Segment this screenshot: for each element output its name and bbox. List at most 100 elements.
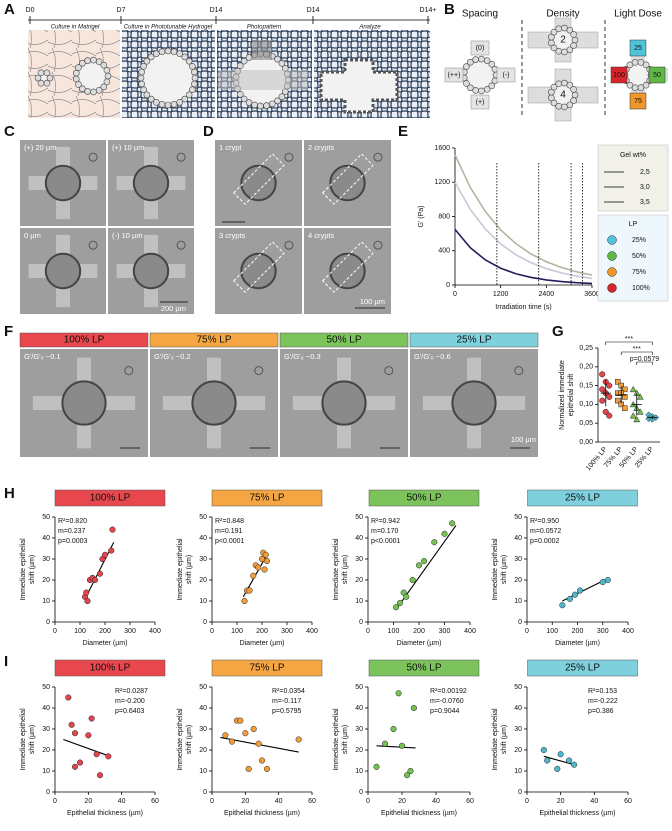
y-tick-label: 0 (359, 619, 363, 626)
legend-swatch (607, 235, 617, 245)
cell (176, 50, 184, 57)
chart-title: 25% LP (565, 493, 600, 504)
point (76, 759, 84, 766)
stat-label: m=-0.222 (588, 698, 618, 705)
y-axis-label: shift (µm) (342, 555, 349, 584)
point (105, 753, 112, 760)
point (96, 772, 104, 779)
stat-label: p=0.386 (588, 708, 614, 715)
x-tick-label: 40 (118, 798, 126, 805)
y-tick-label: 0 (46, 619, 50, 626)
stat-label: R²=0.0354 (272, 688, 305, 695)
cell (176, 99, 184, 106)
density-label: 4 (560, 90, 566, 101)
cell (550, 44, 558, 52)
y-tick-label: 0 (203, 789, 207, 796)
cell (570, 86, 577, 93)
cell (570, 97, 577, 104)
point (633, 415, 641, 423)
y-axis-label: Immediate epithelial (177, 708, 184, 771)
line-series (454, 154, 593, 276)
organoid (329, 252, 366, 290)
x-tick-label: 60 (308, 798, 316, 805)
legend-swatch (607, 267, 617, 277)
cell (555, 80, 563, 88)
x-axis-label: Diameter (µm) (555, 640, 600, 647)
y-tick-label: 1200 (434, 179, 450, 186)
point (373, 763, 380, 770)
y-tick-label: 40 (42, 705, 50, 712)
debris (88, 152, 98, 162)
stat-label: m=0.237 (58, 528, 86, 535)
organoid (61, 380, 107, 426)
cell (170, 48, 178, 55)
cell (245, 99, 253, 106)
point (222, 732, 229, 739)
point (606, 412, 613, 419)
panel-label: D (203, 123, 214, 140)
point (250, 572, 257, 579)
cell (189, 62, 196, 70)
spacing-box (444, 67, 464, 83)
y-tick-label: 10 (514, 768, 522, 775)
stat-label: m=-0.0760 (430, 698, 464, 705)
y-tick-label: 20 (355, 747, 363, 754)
stat-label: p=0.5795 (272, 708, 301, 715)
cell (274, 55, 281, 63)
legend-title: Gel wt% (620, 152, 646, 159)
point (571, 761, 578, 768)
point (108, 547, 115, 554)
point (606, 393, 613, 400)
step-label: Analyze (358, 25, 381, 31)
y-axis-label: shift (µm) (186, 555, 193, 584)
panel-label: A (4, 1, 15, 18)
x-tick-label: 0 (53, 628, 57, 635)
step-label: Culture in Phototunable Hydrogel (124, 25, 213, 31)
cell (274, 97, 281, 105)
cell (236, 62, 244, 70)
cell (95, 58, 103, 65)
pattern-outline (233, 153, 285, 205)
organoid (132, 252, 170, 290)
y-tick-label: 50 (199, 514, 207, 521)
sig-label: *** (633, 346, 641, 353)
cell (191, 80, 198, 88)
debris (124, 366, 134, 376)
y-tick-label: 0 (518, 789, 522, 796)
panel-label: C (4, 123, 15, 140)
point (84, 597, 91, 605)
point (71, 730, 79, 737)
light-beam (252, 40, 272, 60)
cell (181, 53, 189, 61)
cell (555, 102, 563, 110)
point (404, 772, 411, 779)
x-tick-label: 40 (590, 798, 598, 805)
legend-label: 3,5 (640, 199, 650, 206)
x-tick-label: 100 (388, 628, 400, 635)
cell (236, 90, 244, 98)
organoid (329, 164, 366, 202)
cell (37, 79, 45, 87)
lp-header (368, 659, 480, 677)
y-tick-label: 50 (514, 684, 522, 691)
cell (548, 88, 555, 96)
cell (138, 68, 145, 76)
y-tick-label: 10 (355, 768, 363, 775)
cell (548, 33, 555, 41)
cell (170, 101, 178, 108)
cell (268, 100, 276, 108)
point (571, 591, 579, 598)
sig-label: p=0.0579 (630, 356, 659, 363)
point (407, 767, 414, 775)
point (393, 604, 400, 611)
legend-label: 25% (632, 237, 646, 244)
y-tick-label: 30 (42, 556, 50, 563)
cell (84, 57, 91, 64)
cell (103, 66, 111, 74)
y-axis-label: shift (µm) (29, 725, 36, 754)
dose-label: 75 (634, 98, 642, 105)
point (622, 386, 628, 393)
lp-header (54, 489, 166, 507)
y-tick-label: 30 (514, 556, 522, 563)
chart-title: 50% LP (406, 493, 441, 504)
